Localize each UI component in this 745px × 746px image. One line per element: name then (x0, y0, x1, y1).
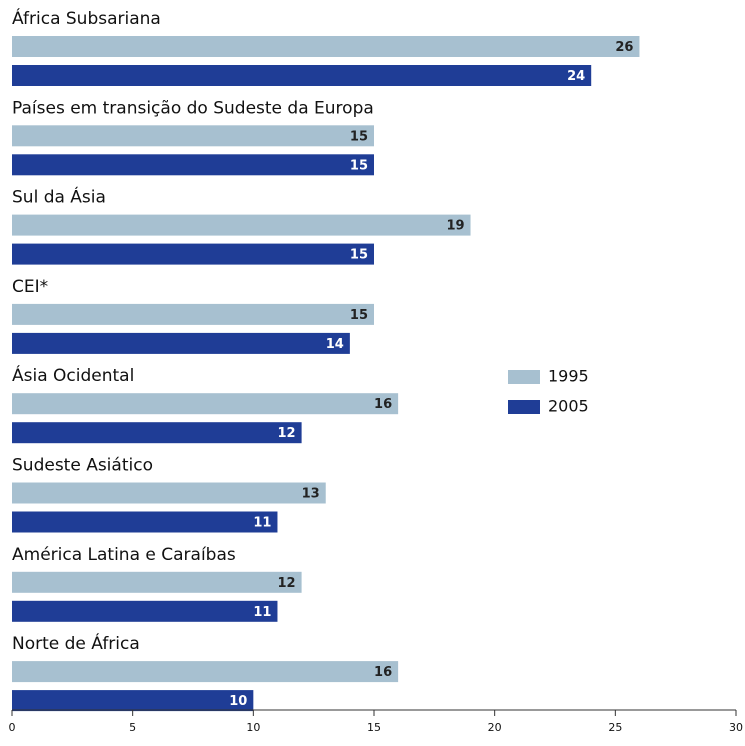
x-tick-label: 20 (488, 721, 502, 734)
category-label: Sul da Ásia (12, 186, 106, 208)
value-label: 11 (253, 605, 271, 620)
value-label: 15 (350, 308, 368, 323)
bar (12, 661, 399, 683)
value-label: 15 (350, 158, 368, 173)
category-label: Ásia Ocidental (12, 364, 134, 386)
bar (12, 482, 326, 504)
legend-label: 1995 (548, 367, 589, 386)
value-label: 11 (253, 516, 271, 531)
bar (12, 690, 254, 712)
category-label: Sudeste Asiático (12, 456, 153, 476)
bar (12, 243, 374, 265)
x-tick-label: 5 (129, 721, 136, 734)
bar (12, 422, 302, 444)
category-label: África Subsariana (12, 7, 161, 29)
bar (12, 600, 278, 622)
legend-swatch (508, 400, 540, 414)
x-tick-label: 15 (367, 721, 381, 734)
value-label: 24 (567, 69, 585, 84)
bar (12, 571, 302, 593)
legend-swatch (508, 370, 540, 384)
x-tick-label: 25 (608, 721, 622, 734)
value-label: 14 (326, 337, 344, 352)
legend-label: 2005 (548, 397, 589, 416)
bar (12, 154, 374, 176)
x-tick-label: 30 (729, 721, 743, 734)
value-label: 15 (350, 248, 368, 263)
value-label: 12 (278, 426, 296, 441)
value-label: 26 (615, 40, 633, 55)
value-label: 16 (374, 397, 392, 412)
bar (12, 214, 471, 236)
x-tick-label: 0 (9, 721, 16, 734)
bar (12, 125, 374, 147)
bar (12, 511, 278, 533)
bar (12, 65, 592, 86)
value-label: 13 (302, 487, 320, 502)
value-label: 16 (374, 665, 392, 680)
value-label: 10 (229, 694, 247, 709)
category-label: América Latina e Caraíbas (12, 545, 236, 565)
value-label: 12 (278, 576, 296, 591)
bar (12, 332, 350, 354)
bar (12, 393, 399, 415)
category-label: CEI* (12, 277, 48, 297)
category-label: Norte de África (12, 632, 140, 654)
bar (12, 303, 374, 325)
x-tick-label: 10 (246, 721, 260, 734)
value-label: 19 (446, 219, 464, 234)
category-label: Países em transição do Sudeste da Europa (12, 98, 374, 118)
bar (12, 36, 640, 57)
value-label: 15 (350, 129, 368, 144)
